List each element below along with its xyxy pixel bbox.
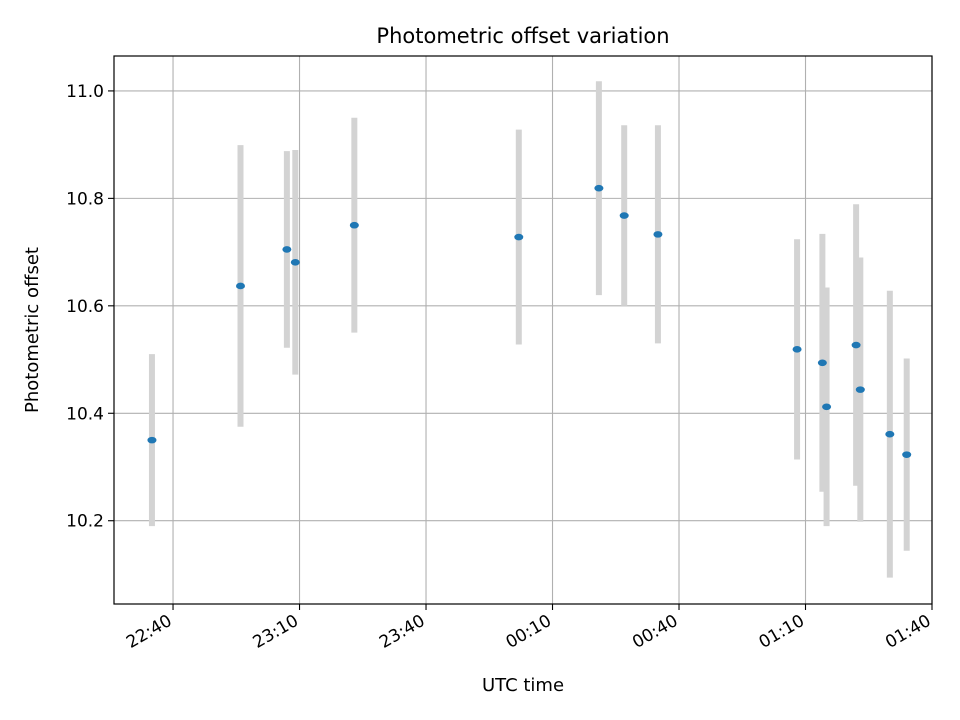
y-tick-label: 10.8 — [66, 189, 104, 209]
data-point — [855, 386, 865, 393]
data-point — [653, 231, 663, 238]
y-tick-label: 11.0 — [66, 82, 104, 102]
y-tick-label: 10.4 — [66, 404, 104, 424]
data-point — [349, 221, 359, 229]
data-point — [885, 430, 895, 438]
y-tick-label: 10.6 — [66, 297, 104, 317]
data-point — [792, 346, 802, 353]
data-point — [514, 233, 524, 241]
data-point — [619, 212, 629, 219]
data-point — [817, 359, 827, 367]
data-point — [594, 184, 604, 192]
plot-area-frame — [113, 55, 933, 605]
y-axis-label: Photometric offset — [22, 247, 43, 413]
data-point — [147, 436, 157, 444]
data-points — [147, 184, 912, 458]
data-point — [282, 246, 292, 253]
x-axis-label: UTC time — [482, 675, 564, 696]
y-tick-label: 10.2 — [66, 512, 104, 532]
data-point — [902, 451, 912, 458]
data-point — [822, 403, 832, 411]
chart-title: Photometric offset variation — [376, 24, 669, 48]
data-point — [290, 259, 300, 266]
data-point — [235, 282, 245, 290]
data-point — [851, 341, 861, 349]
